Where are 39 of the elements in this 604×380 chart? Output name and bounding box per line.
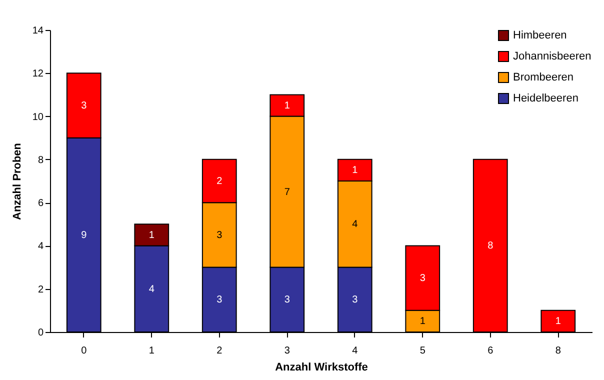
- legend-label: Johannisbeeren: [513, 50, 592, 62]
- data-label: 4: [352, 219, 358, 230]
- data-label: 3: [216, 294, 223, 306]
- y-tick-label: 0: [38, 328, 44, 338]
- x-tick-label: 1: [148, 346, 155, 356]
- data-label: 4: [148, 284, 155, 295]
- y-tick-label: 14: [32, 26, 44, 36]
- data-label: 3: [352, 294, 358, 306]
- data-label: 3: [216, 230, 223, 241]
- x-tick-label: 2: [216, 346, 223, 356]
- data-label: 7: [284, 186, 290, 198]
- data-label: 1: [148, 230, 155, 241]
- data-label: 1: [284, 100, 290, 112]
- data-label: 1: [555, 316, 562, 328]
- legend-label: Himbeeren: [513, 30, 567, 42]
- data-label: 1: [352, 165, 358, 176]
- data-label: 3: [81, 100, 88, 112]
- data-label: 1: [420, 316, 426, 328]
- x-tick-label: 0: [81, 346, 88, 356]
- y-tick-label: 12: [32, 68, 44, 80]
- x-tick-label: 3: [284, 346, 290, 356]
- y-axis-title: Anzahl Proben: [11, 142, 24, 220]
- x-axis-title: Anzahl Wirkstoffe: [275, 362, 368, 374]
- data-label: 9: [81, 230, 88, 241]
- y-tick-label: 2: [38, 284, 44, 296]
- x-tick-label: 4: [352, 346, 358, 356]
- x-tick-label: 6: [488, 346, 494, 356]
- x-tick-label: 5: [420, 346, 426, 356]
- y-tick-label: 10: [32, 112, 44, 123]
- y-tick-label: 8: [38, 154, 44, 166]
- legend-label: Heidelbeeren: [513, 92, 578, 104]
- y-tick-label: 6: [38, 198, 44, 210]
- x-tick-label: 8: [555, 346, 562, 356]
- data-label: 2: [216, 176, 223, 187]
- data-label: 3: [420, 273, 426, 284]
- data-label: 8: [488, 240, 494, 252]
- legend-label: Brombeeren: [513, 72, 574, 84]
- data-label: 3: [284, 294, 290, 306]
- y-tick-label: 4: [38, 241, 44, 252]
